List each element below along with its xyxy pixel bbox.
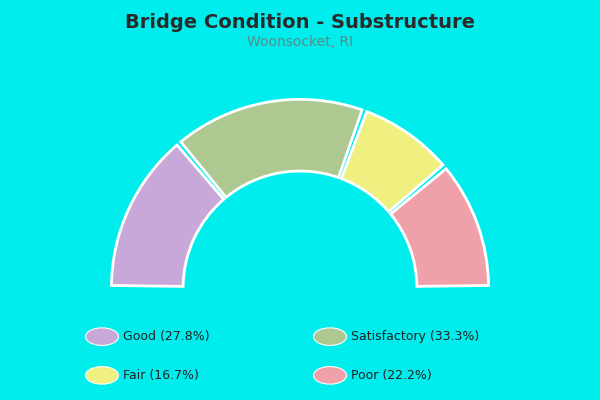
Ellipse shape xyxy=(314,366,347,384)
Text: Woonsocket, RI: Woonsocket, RI xyxy=(247,35,353,49)
Wedge shape xyxy=(391,169,488,286)
Text: Good (27.8%): Good (27.8%) xyxy=(123,330,209,343)
Wedge shape xyxy=(181,99,362,197)
Text: Fair (16.7%): Fair (16.7%) xyxy=(123,369,199,382)
Wedge shape xyxy=(112,145,224,286)
Wedge shape xyxy=(341,112,443,212)
Ellipse shape xyxy=(86,328,119,346)
Ellipse shape xyxy=(314,328,347,346)
Text: Poor (22.2%): Poor (22.2%) xyxy=(351,369,432,382)
Ellipse shape xyxy=(86,366,119,384)
Text: Bridge Condition - Substructure: Bridge Condition - Substructure xyxy=(125,12,475,32)
Text: Satisfactory (33.3%): Satisfactory (33.3%) xyxy=(351,330,479,343)
